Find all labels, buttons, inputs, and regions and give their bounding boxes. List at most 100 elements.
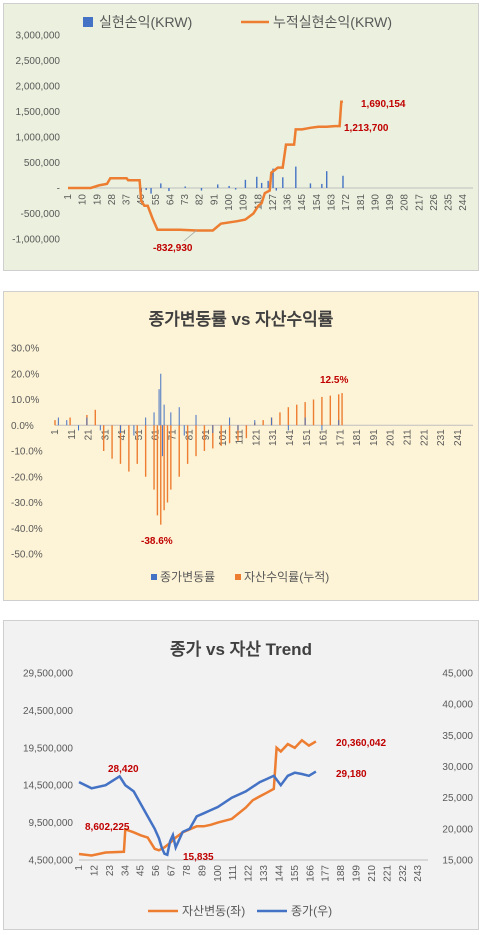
annotation-leader xyxy=(183,230,197,242)
asset-return-bar xyxy=(341,393,343,426)
x-tick-label: 244 xyxy=(458,194,469,211)
annotation-label: -38.6% xyxy=(141,536,173,547)
price-change-bar xyxy=(229,417,231,426)
x-tick-label: 89 xyxy=(197,865,208,877)
y-tick-label: -50.0% xyxy=(11,550,43,561)
x-tick-label: 55 xyxy=(151,194,162,206)
asset-return-bar xyxy=(144,425,147,477)
pnl-bar xyxy=(267,180,269,188)
x-tick-label: 71 xyxy=(168,429,179,441)
y-tick-label: -40.0% xyxy=(11,524,43,535)
x-tick-label: 201 xyxy=(386,429,397,446)
x-tick-label: 81 xyxy=(184,429,195,441)
price-change-bar xyxy=(86,417,88,426)
pnl-bar xyxy=(272,168,274,188)
pnl-bar xyxy=(295,166,297,188)
asset-return-bar xyxy=(136,425,138,464)
price-change-bar xyxy=(153,412,155,426)
price-change-bar xyxy=(66,420,68,426)
x-tick-label: 141 xyxy=(285,429,296,446)
price-change-bar xyxy=(170,412,172,426)
x-tick-label: 28 xyxy=(107,194,118,206)
x-tick-label: 21 xyxy=(84,429,95,441)
y-left-tick-label: 14,500,000 xyxy=(23,781,73,792)
x-tick-label: 177 xyxy=(321,865,332,882)
legend-swatch xyxy=(83,17,93,27)
asset-return-bar xyxy=(195,425,197,457)
realized-pnl-chart: 3,000,000 2,500,000 2,000,000 1,500,000 1,00… xyxy=(12,14,473,254)
x-tick-label: 172 xyxy=(341,194,352,211)
x-tick-label: 45 xyxy=(136,865,147,877)
asset-return-bar xyxy=(329,395,332,426)
price-change-bar xyxy=(57,417,59,426)
legend-swatch xyxy=(151,574,157,580)
y-tick-label: 0.0% xyxy=(11,421,34,432)
pnl-bar xyxy=(150,188,152,194)
annotation-label: 1,213,700 xyxy=(344,123,389,134)
x-tick-label: 101 xyxy=(218,429,229,446)
cumulative-pnl-line xyxy=(68,100,343,232)
pnl-bar xyxy=(244,179,247,188)
asset-return-bar xyxy=(312,399,315,426)
pnl-bar xyxy=(321,183,323,188)
x-tick-label: 111 xyxy=(228,865,239,881)
legend-label: 자산변동(좌) xyxy=(182,904,245,918)
x-tick-label: 73 xyxy=(180,194,191,206)
x-tick-label: 12 xyxy=(89,865,100,877)
y-tick-label: -10.0% xyxy=(11,447,43,458)
price-change-bar xyxy=(338,420,340,426)
x-tick-label: 131 xyxy=(268,429,279,446)
x-tick-label: 217 xyxy=(414,194,425,211)
x-tick-label: 37 xyxy=(122,194,133,206)
x-tick-label: 243 xyxy=(413,865,424,882)
x-tick-label: 231 xyxy=(436,429,447,446)
x-tick-label: 10 xyxy=(78,194,89,206)
pnl-bar xyxy=(256,176,258,188)
x-tick-label: 190 xyxy=(370,194,381,211)
x-tick-label: 163 xyxy=(326,194,337,211)
asset-change-line xyxy=(78,738,317,857)
y-right-tick-label: 45,000 xyxy=(442,669,473,680)
asset-return-bar xyxy=(296,404,298,426)
price-change-bar xyxy=(158,389,160,426)
y-tick-label: 1,000,000 xyxy=(16,133,61,144)
asset-return-bar xyxy=(245,425,248,439)
annotation-label: 20,360,042 xyxy=(336,738,386,749)
x-tick-label: 41 xyxy=(117,429,128,441)
y-tick-label: 10.0% xyxy=(11,395,39,406)
realized-pnl-chart-panel xyxy=(3,3,479,271)
x-tick-label: 188 xyxy=(336,865,347,882)
annotation-label: 15,835 xyxy=(183,852,214,863)
legend-label: 자산수익률(누적) xyxy=(244,570,329,584)
x-tick-label: 241 xyxy=(453,429,464,446)
price-vs-asset-trend-chart: 종가 vs 자산 Trend29,500,00024,500,00019,500… xyxy=(23,640,473,918)
price-change-bar xyxy=(178,407,180,426)
price-change-bar xyxy=(163,404,165,426)
x-tick-label: 23 xyxy=(105,865,116,877)
asset-return-bar xyxy=(287,407,290,426)
return-rate-chart-panel xyxy=(3,291,479,601)
y-tick-label: 2,000,000 xyxy=(16,82,61,93)
x-tick-label: 155 xyxy=(290,865,301,882)
pnl-bar xyxy=(342,175,344,188)
asset-return-bar xyxy=(178,425,180,477)
y-tick-label: 1,500,000 xyxy=(16,107,61,118)
x-tick-label: 191 xyxy=(369,429,380,446)
asset-return-bar xyxy=(166,425,169,503)
x-tick-label: 82 xyxy=(195,194,206,206)
price-change-bar xyxy=(145,417,147,426)
x-tick-label: 181 xyxy=(352,429,363,446)
annotation-label: 12.5% xyxy=(320,375,348,386)
y-tick-label: 30.0% xyxy=(11,344,39,355)
pnl-bar xyxy=(234,188,237,190)
x-tick-label: 1 xyxy=(63,194,74,200)
x-tick-label: 171 xyxy=(335,429,346,446)
y-right-tick-label: 15,000 xyxy=(442,856,473,867)
pnl-bar xyxy=(184,186,186,188)
annotation-label: 1,690,154 xyxy=(361,99,406,110)
asset-return-bar xyxy=(262,420,264,426)
y-tick-label: 20.0% xyxy=(11,369,39,380)
x-tick-label: 221 xyxy=(382,865,393,882)
pnl-bar xyxy=(160,183,162,188)
asset-return-bar xyxy=(102,425,105,451)
